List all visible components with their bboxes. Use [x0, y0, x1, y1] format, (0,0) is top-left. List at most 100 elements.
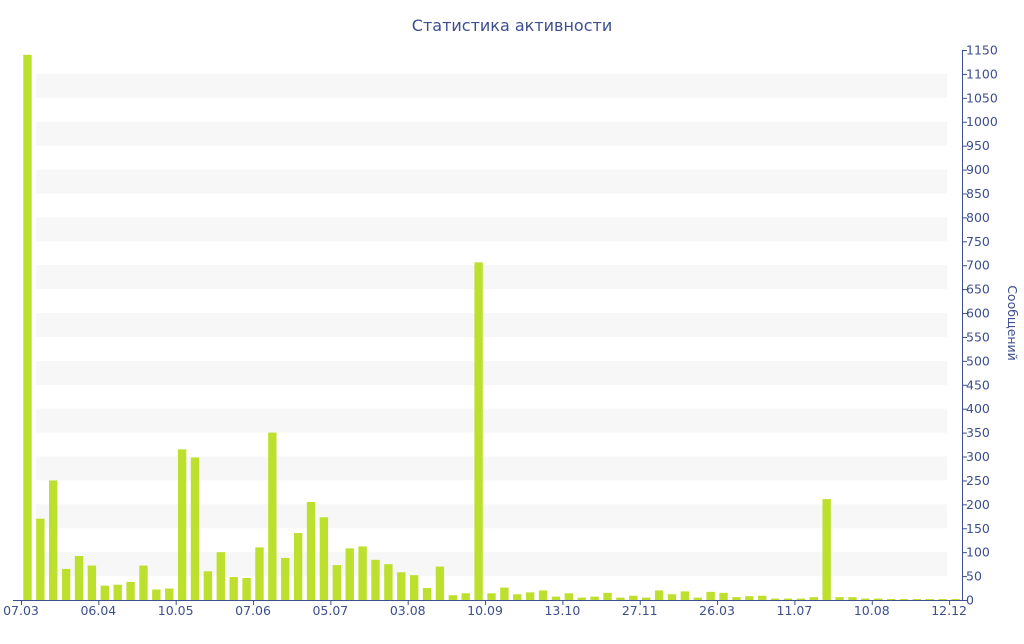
grid-bands [36, 73, 947, 577]
bar[interactable] [680, 591, 690, 600]
y-tick-label: 200 [966, 497, 990, 512]
y-tick-label: 600 [966, 306, 990, 321]
bar[interactable] [809, 597, 818, 600]
bar[interactable] [770, 598, 780, 600]
bar[interactable] [113, 584, 122, 600]
bar[interactable] [706, 591, 715, 600]
bar[interactable] [126, 581, 135, 600]
bar[interactable] [874, 598, 883, 600]
bar[interactable] [719, 592, 728, 600]
bar[interactable] [590, 596, 599, 600]
bar[interactable] [332, 565, 342, 600]
bar[interactable] [616, 597, 625, 600]
bar[interactable] [925, 599, 934, 600]
bar[interactable] [667, 594, 677, 600]
y-tick-label: 250 [966, 473, 990, 488]
bar[interactable] [190, 457, 200, 600]
bar[interactable] [139, 565, 148, 600]
bar[interactable] [281, 557, 290, 600]
bar[interactable] [796, 598, 806, 600]
bar[interactable] [487, 593, 496, 600]
y-tick-label: 800 [966, 210, 990, 225]
bar[interactable] [564, 593, 574, 600]
bar[interactable] [165, 588, 174, 600]
x-tick-label: 10.08 [854, 603, 890, 618]
bar[interactable] [61, 568, 71, 600]
bar[interactable] [293, 533, 303, 600]
bar[interactable] [255, 547, 264, 600]
bar[interactable] [899, 599, 909, 600]
bar[interactable] [87, 565, 97, 600]
bar[interactable] [693, 597, 702, 600]
bar[interactable] [242, 578, 251, 600]
bar[interactable] [861, 598, 870, 600]
bar[interactable] [603, 592, 612, 600]
bar[interactable] [358, 546, 367, 600]
grid-band [36, 169, 947, 194]
x-tick-label: 03.08 [390, 603, 426, 618]
bar[interactable] [177, 449, 187, 600]
bar[interactable] [577, 597, 586, 600]
bar[interactable] [100, 585, 109, 600]
bar[interactable] [732, 597, 741, 600]
grid-band [36, 73, 947, 98]
bar[interactable] [384, 564, 393, 600]
bar[interactable] [203, 571, 213, 600]
bar[interactable] [835, 597, 844, 600]
x-axis-ticks: 07.03 06.04 10.05 07.06 05.07 03.08 10.09 13.10… [3, 600, 967, 618]
bar[interactable] [886, 599, 896, 600]
bars-group [23, 54, 960, 600]
bar[interactable] [551, 596, 561, 600]
bar[interactable] [654, 590, 664, 600]
bar[interactable] [345, 548, 354, 600]
bar[interactable] [848, 597, 857, 600]
bar[interactable] [513, 594, 522, 600]
bar[interactable] [435, 566, 445, 600]
y-tick-label: 500 [966, 353, 990, 368]
y-axis-ticks: 0 50 100 150 200 250 300 350 400 450 500 550 600 650 7… [962, 43, 998, 608]
y-tick-label: 850 [966, 186, 990, 201]
x-tick-label: 10.05 [158, 603, 194, 618]
bar[interactable] [629, 595, 638, 600]
y-tick-label: 1000 [966, 114, 998, 129]
bar[interactable] [409, 575, 419, 600]
bar[interactable] [216, 552, 225, 600]
bar[interactable] [938, 599, 947, 600]
grid-band [36, 217, 947, 242]
bar[interactable] [461, 593, 470, 600]
bar[interactable] [474, 262, 483, 600]
axes-group [13, 50, 964, 601]
bar[interactable] [36, 518, 45, 600]
y-tick-label: 950 [966, 138, 990, 153]
grid-band [36, 360, 947, 385]
grid-band [36, 456, 947, 481]
bar[interactable] [642, 597, 651, 600]
y-tick-label: 300 [966, 449, 990, 464]
bar[interactable] [538, 590, 548, 600]
bar[interactable] [397, 572, 406, 600]
bar[interactable] [951, 599, 960, 600]
bar[interactable] [74, 556, 84, 600]
bar[interactable] [152, 589, 161, 600]
bar[interactable] [306, 501, 316, 600]
y-tick-label: 0 [966, 593, 974, 608]
bar[interactable] [23, 54, 32, 600]
bar[interactable] [319, 517, 329, 600]
bar[interactable] [912, 599, 922, 600]
grid-band [36, 121, 947, 146]
bar[interactable] [500, 587, 509, 600]
bar[interactable] [268, 432, 277, 600]
bar[interactable] [525, 592, 535, 600]
bar[interactable] [758, 595, 767, 600]
bar[interactable] [229, 577, 238, 600]
bar[interactable] [49, 480, 58, 600]
y-tick-label: 100 [966, 545, 990, 560]
grid-band [36, 313, 947, 337]
y-axis-label: Сообщений [1005, 285, 1020, 361]
bar[interactable] [371, 559, 380, 600]
bar[interactable] [448, 595, 458, 600]
bar[interactable] [822, 499, 831, 600]
bar[interactable] [745, 596, 754, 600]
bar[interactable] [783, 598, 793, 600]
bar[interactable] [422, 588, 432, 600]
